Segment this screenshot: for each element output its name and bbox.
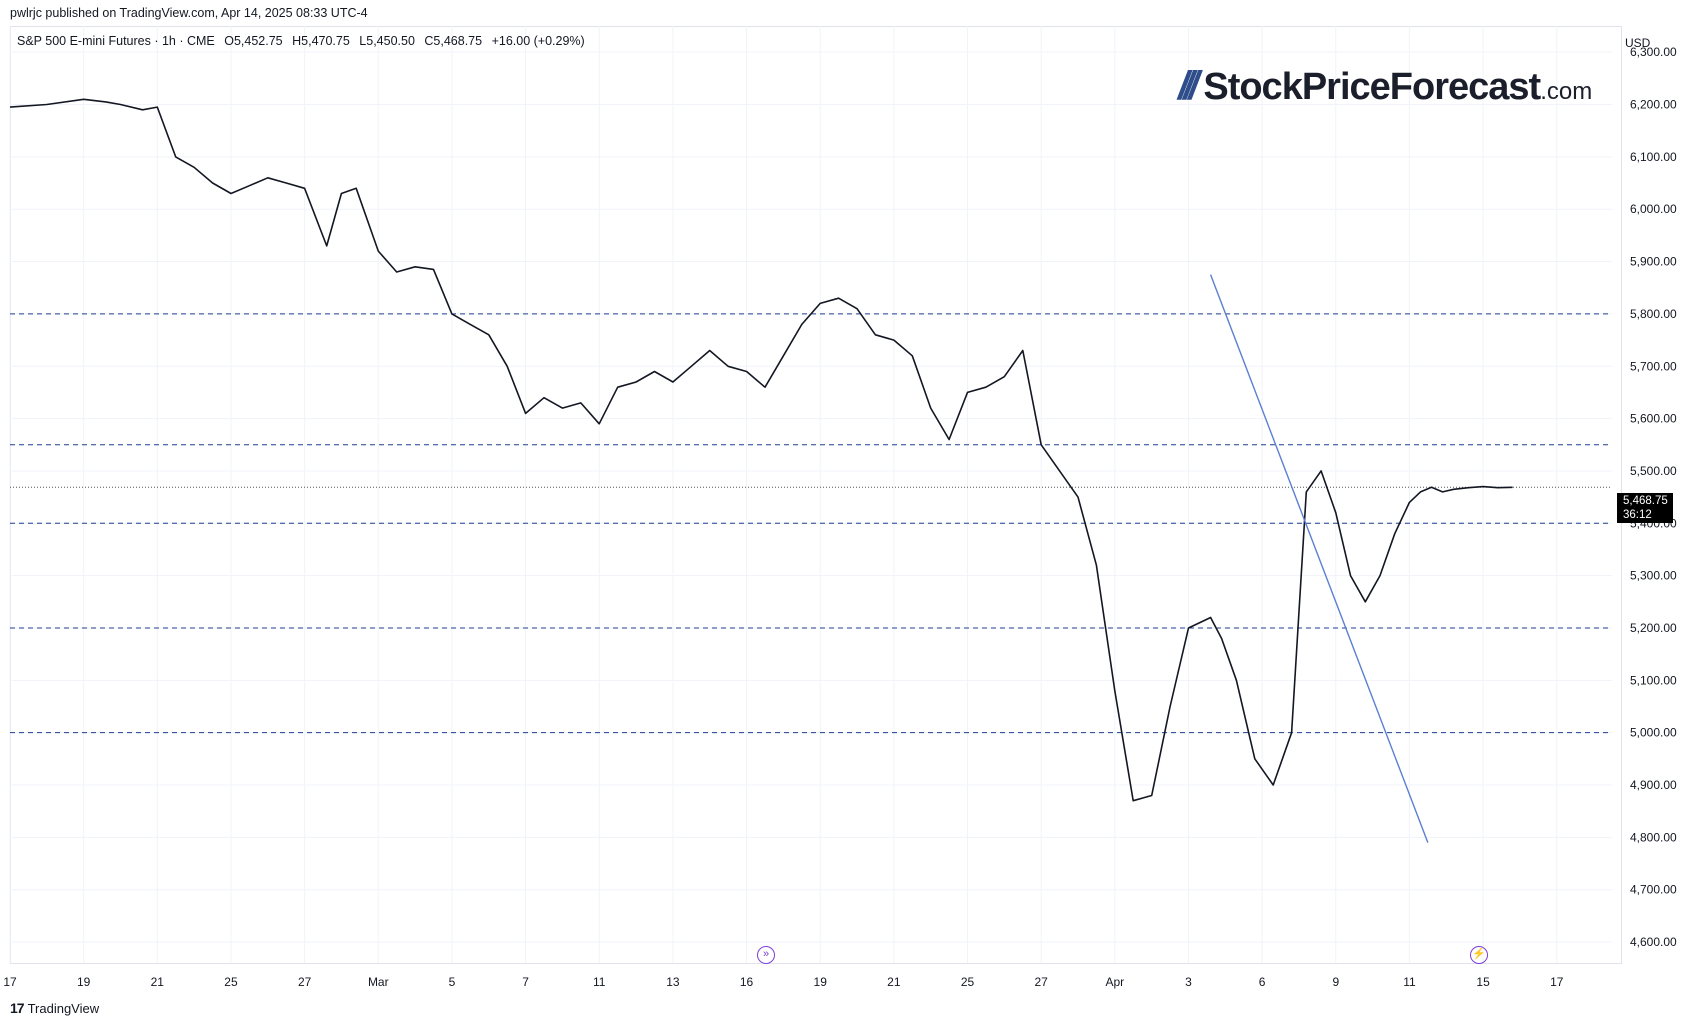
last-price-tag: 5,468.75 36:12 bbox=[1617, 493, 1673, 523]
time-tick-label: 5 bbox=[449, 975, 456, 989]
time-tick-label: 16 bbox=[740, 975, 754, 989]
time-tick-label: 11 bbox=[593, 975, 606, 989]
time-tick-label: 25 bbox=[961, 975, 975, 989]
time-tick-label: 13 bbox=[666, 975, 680, 989]
bar-countdown: 36:12 bbox=[1623, 509, 1652, 521]
grid-layer bbox=[9, 26, 1612, 963]
tradingview-logo-icon: 17 bbox=[10, 1000, 25, 1016]
price-tick-label: 5,700.00 bbox=[1630, 359, 1677, 373]
price-tick-label: 4,800.00 bbox=[1630, 830, 1677, 844]
time-tick-label: Apr bbox=[1105, 975, 1124, 989]
price-tick-label: 5,900.00 bbox=[1630, 255, 1677, 269]
replay-icon[interactable]: » bbox=[757, 946, 775, 964]
price-tick-label: 5,200.00 bbox=[1630, 621, 1677, 635]
price-tick-label: 4,700.00 bbox=[1630, 883, 1677, 897]
time-tick-label: 21 bbox=[887, 975, 901, 989]
close-value: C5,468.75 bbox=[424, 34, 483, 48]
time-tick-label: 17 bbox=[3, 975, 17, 989]
lightning-icon[interactable]: ⚡ bbox=[1470, 946, 1488, 964]
time-tick-label: 15 bbox=[1476, 975, 1490, 989]
time-tick-label: Mar bbox=[368, 975, 389, 989]
open-value: O5,452.75 bbox=[224, 34, 283, 48]
time-tick-label: 27 bbox=[298, 975, 312, 989]
price-axis: 6,300.00 6,200.00 6,100.00 6,000.00 5,900.00… bbox=[1630, 45, 1677, 949]
price-tick-label: 5,600.00 bbox=[1630, 412, 1677, 426]
time-tick-label: 27 bbox=[1034, 975, 1048, 989]
time-tick-label: 21 bbox=[151, 975, 165, 989]
trendline-layer bbox=[1209, 274, 1429, 843]
price-tick-label: 5,800.00 bbox=[1630, 307, 1677, 321]
price-tick-label: 4,900.00 bbox=[1630, 778, 1677, 792]
price-tick-label: 5,100.00 bbox=[1630, 673, 1677, 687]
price-line bbox=[9, 98, 1513, 802]
price-tick-label: 6,300.00 bbox=[1630, 45, 1677, 59]
price-tick-label: 6,000.00 bbox=[1630, 202, 1677, 216]
price-series bbox=[9, 98, 1513, 802]
change-value: +16.00 (+0.29%) bbox=[491, 34, 585, 48]
time-tick-label: 7 bbox=[522, 975, 529, 989]
symbol-legend: S&P 500 E-mini Futures · 1h · CME O5,452… bbox=[17, 34, 591, 48]
price-tick-label: 6,200.00 bbox=[1630, 98, 1677, 112]
time-tick-label: 6 bbox=[1259, 975, 1266, 989]
price-tick-label: 4,600.00 bbox=[1630, 935, 1677, 949]
trendline bbox=[1209, 274, 1429, 843]
time-tick-label: 25 bbox=[224, 975, 238, 989]
brand-logo-icon: /// bbox=[1178, 64, 1199, 108]
time-tick-label: 19 bbox=[77, 975, 91, 989]
time-axis: 17 19 21 25 27 Mar 5 7 11 13 16 19 21 25 27 Apr 3 6 9 11 15 1… bbox=[3, 975, 1563, 989]
last-price-value: 5,468.75 bbox=[1623, 495, 1668, 507]
currency-label[interactable]: USD bbox=[1625, 36, 1651, 50]
time-tick-label: 3 bbox=[1185, 975, 1192, 989]
high-value: H5,470.75 bbox=[292, 34, 350, 48]
time-tick-label: 11 bbox=[1403, 975, 1416, 989]
price-tick-label: 5,000.00 bbox=[1630, 726, 1677, 740]
time-tick-label: 9 bbox=[1332, 975, 1339, 989]
price-tick-label: 5,500.00 bbox=[1630, 464, 1677, 478]
publish-info: pwlrjc published on TradingView.com, Apr… bbox=[10, 6, 368, 20]
price-tick-label: 5,300.00 bbox=[1630, 569, 1677, 583]
time-tick-label: 17 bbox=[1550, 975, 1564, 989]
brand-watermark: /// StockPriceForecast .com bbox=[1178, 64, 1593, 108]
tradingview-footer[interactable]: 17 TradingView bbox=[10, 1000, 100, 1016]
symbol-name: S&P 500 E-mini Futures · 1h · CME bbox=[17, 34, 215, 48]
time-tick-label: 19 bbox=[814, 975, 828, 989]
price-tick-label: 6,100.00 bbox=[1630, 150, 1677, 164]
low-value: L5,450.50 bbox=[359, 34, 415, 48]
